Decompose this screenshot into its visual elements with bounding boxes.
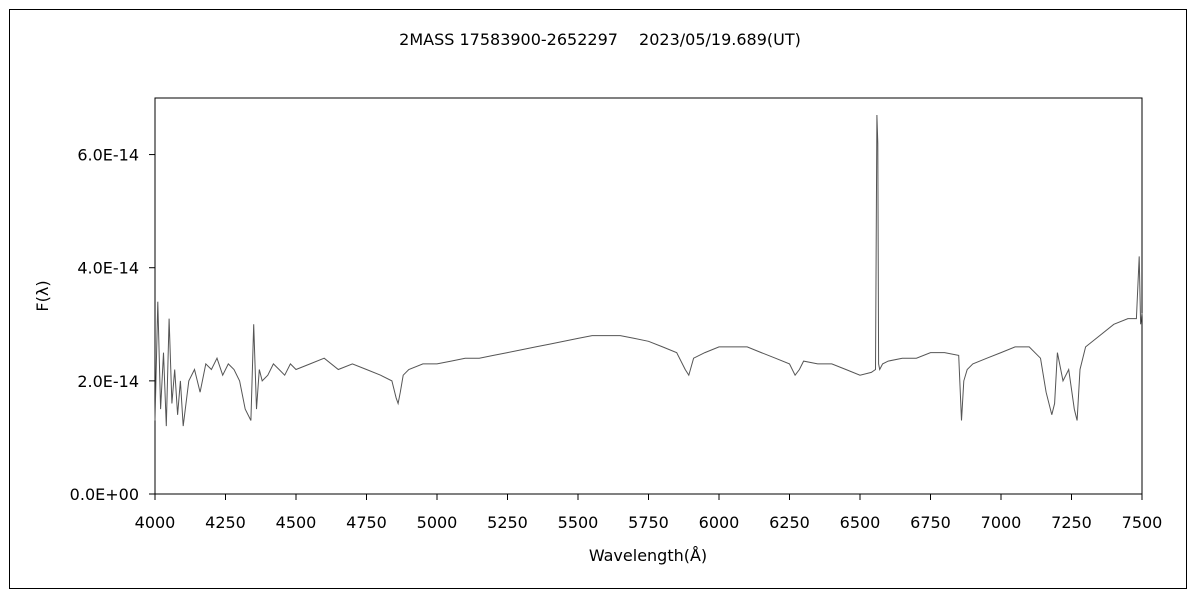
y-axis-label: F(λ): [33, 280, 52, 311]
x-tick-label: 7500: [1122, 513, 1163, 532]
x-tick-label: 5750: [628, 513, 669, 532]
x-tick-label: 6750: [910, 513, 951, 532]
y-tick-label: 6.0E-14: [77, 146, 139, 165]
y-tick-label: 0.0E+00: [70, 485, 139, 504]
x-tick-label: 5000: [417, 513, 458, 532]
x-tick-label: 4500: [276, 513, 317, 532]
chart-frame: [9, 9, 1187, 589]
x-tick-label: 4250: [205, 513, 246, 532]
x-tick-label: 5500: [558, 513, 599, 532]
x-tick-label: 6250: [769, 513, 810, 532]
y-tick-label: 4.0E-14: [77, 259, 139, 278]
x-axis-label: Wavelength(Å): [589, 546, 707, 565]
x-tick-label: 4000: [135, 513, 176, 532]
plot-area: [154, 97, 1143, 495]
spectrum-series-line: [154, 114, 1143, 427]
x-tick-label: 5250: [487, 513, 528, 532]
x-tick-label: 4750: [346, 513, 387, 532]
y-tick-label: 2.0E-14: [77, 372, 139, 391]
y-axis: 0.0E+00 2.0E-14 4.0E-14 6.0E-14: [70, 146, 155, 504]
chart-title: 2MASS 17583900-2652297 2023/05/19.689(UT…: [399, 30, 801, 49]
x-tick-label: 7250: [1051, 513, 1092, 532]
x-axis: 4000 4250 4500 4750 5000 5250 5500 5750 6000 6250…: [135, 494, 1163, 532]
x-tick-label: 6000: [699, 513, 740, 532]
x-tick-label: 7000: [981, 513, 1022, 532]
x-tick-label: 6500: [840, 513, 881, 532]
